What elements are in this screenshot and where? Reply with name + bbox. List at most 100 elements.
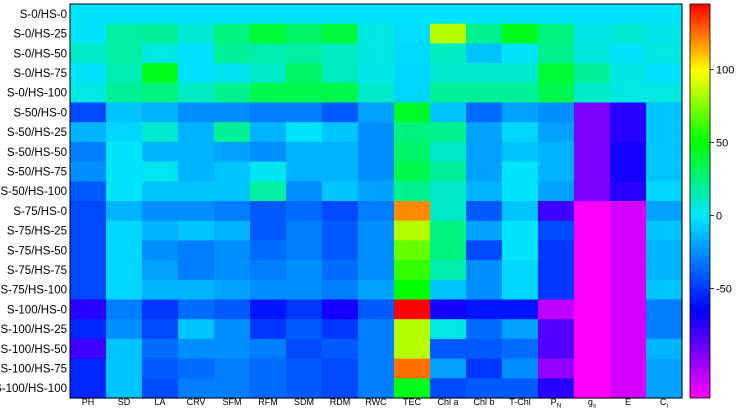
- row-labels: S-0/HS-0 S-0/HS-25 S-0/HS-50 S-0/HS-75 S-0/H…: [0, 9, 67, 395]
- heatmap-cell: [430, 23, 467, 44]
- heatmap-cell: [610, 82, 647, 104]
- heatmap-cell: [70, 358, 107, 379]
- heatmap-cell: [250, 63, 287, 84]
- heatmap-cell: [394, 338, 431, 360]
- heatmap-cell: [106, 181, 143, 202]
- heatmap-cell: [646, 4, 683, 25]
- heatmap-cell: [574, 319, 611, 340]
- heatmap-cell: [358, 378, 395, 399]
- heatmap-cell: [430, 181, 467, 202]
- heatmap-cell: [286, 161, 323, 182]
- heatmap-cell: [574, 161, 611, 182]
- heatmap-cell: [466, 181, 503, 202]
- heatmap-cell: [70, 338, 107, 360]
- heatmap-cell: [574, 82, 611, 104]
- heatmap-cell: [322, 181, 359, 202]
- heatmap-cell: [574, 260, 611, 281]
- heatmap-cell: [646, 220, 683, 241]
- heatmap-cell: [646, 299, 683, 320]
- heatmap-cell: [70, 299, 107, 320]
- heatmap-cell: [70, 319, 107, 340]
- heatmap-cell: [358, 220, 395, 241]
- heatmap-cell: [286, 319, 323, 340]
- heatmap-cell: [322, 63, 359, 84]
- heatmap-cell: [394, 4, 431, 25]
- heatmap-cell: [322, 319, 359, 340]
- heatmap-cell: [430, 4, 467, 25]
- colorbar-tick-label: -50: [716, 284, 732, 296]
- heatmap-cell: [610, 63, 647, 84]
- heatmap-cell: [214, 358, 251, 379]
- heatmap-cell: [142, 4, 179, 25]
- heatmap-cell: [250, 181, 287, 202]
- heatmap-cell: [394, 161, 431, 182]
- heatmap-cell: [178, 161, 215, 182]
- heatmap-cell: [106, 240, 143, 261]
- heatmap-cell: [106, 358, 143, 379]
- heatmap-cell: [538, 181, 575, 202]
- heatmap-cell: [142, 201, 179, 222]
- heatmap-cell: [502, 102, 539, 123]
- heatmap-cell: [394, 220, 431, 241]
- heatmap-cell: [106, 4, 143, 25]
- heatmap-cell: [142, 220, 179, 241]
- heatmap-cell: [286, 358, 323, 379]
- heatmap-cell: [466, 220, 503, 241]
- row-label: S-0/HS-100: [7, 88, 67, 100]
- heatmap-cell: [214, 220, 251, 241]
- heatmap-cell: [358, 161, 395, 182]
- heatmap-cell: [178, 201, 215, 222]
- heatmap-cell: [466, 43, 503, 64]
- heatmap-cell: [502, 4, 539, 25]
- heatmap-cell: [538, 260, 575, 281]
- heatmap-cell: [106, 122, 143, 143]
- heatmap-cell: [502, 279, 539, 301]
- heatmap-cell: [142, 260, 179, 281]
- row-label: S-100/HS-25: [1, 324, 67, 336]
- heatmap-cell: [178, 181, 215, 202]
- heatmap-cell: [250, 201, 287, 222]
- heatmap-cell: [286, 181, 323, 202]
- heatmap-cell: [466, 141, 503, 163]
- column-label: Chl a: [437, 397, 458, 407]
- heatmap-cell: [106, 161, 143, 182]
- heatmap-cell: [142, 240, 179, 261]
- heatmap-cell: [286, 43, 323, 64]
- heatmap-cell: [178, 141, 215, 163]
- heatmap-cell: [538, 220, 575, 241]
- heatmap-cell: [610, 299, 647, 320]
- heatmap-cell: [286, 122, 323, 143]
- heatmap-cell: [574, 338, 611, 360]
- heatmap-cell: [142, 279, 179, 301]
- heatmap-cell: [106, 141, 143, 163]
- row-label: S-50/HS-100: [1, 186, 67, 198]
- heatmap-cell: [286, 102, 323, 123]
- heatmap-cell: [394, 319, 431, 340]
- heatmap-cell: [142, 299, 179, 320]
- heatmap-cell: [142, 358, 179, 379]
- heatmap-cell: [358, 102, 395, 123]
- heatmap-cell: [286, 82, 323, 104]
- heatmap-cell: [250, 240, 287, 261]
- heatmap-cell: [430, 102, 467, 123]
- heatmap-cell: [214, 378, 251, 399]
- heatmap-cell: [430, 220, 467, 241]
- heatmap-cell: [466, 319, 503, 340]
- heatmap-cell: [646, 102, 683, 123]
- heatmap-cell: [466, 279, 503, 301]
- column-label: Ci: [660, 397, 668, 409]
- heatmap-cell: [430, 122, 467, 143]
- heatmap-cell: [538, 338, 575, 360]
- heatmap-cell: [178, 279, 215, 301]
- heatmap-cell: [178, 338, 215, 360]
- heatmap-cell: [250, 378, 287, 399]
- heatmap-cell: [178, 260, 215, 281]
- heatmap-cell: [322, 358, 359, 379]
- row-label: S-0/HS-0: [20, 9, 67, 21]
- heatmap-cell: [358, 4, 395, 25]
- heatmap-cell: [286, 260, 323, 281]
- heatmap-cell: [394, 141, 431, 163]
- heatmap-cell: [610, 260, 647, 281]
- heatmap-cell: [142, 122, 179, 143]
- heatmap-cell: [214, 161, 251, 182]
